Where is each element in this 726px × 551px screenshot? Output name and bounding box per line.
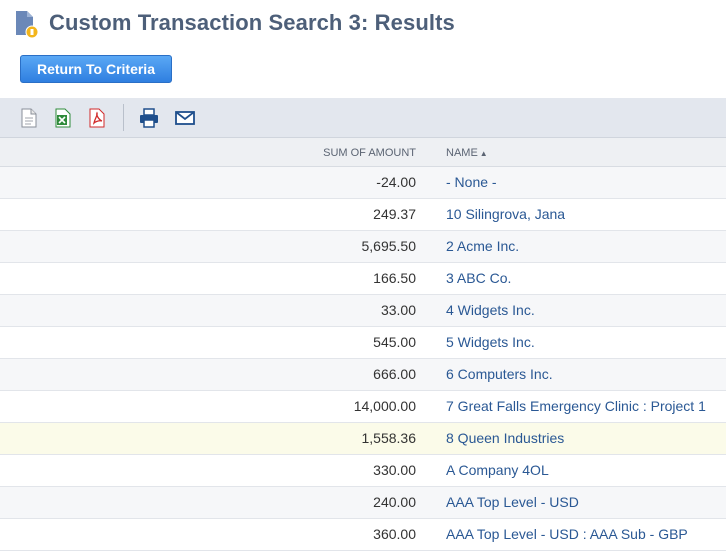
- amount-cell: 166.50: [373, 270, 416, 286]
- table-row: 330.00 A Company 4OL: [0, 455, 726, 487]
- table-row: 545.00 5 Widgets Inc.: [0, 327, 726, 359]
- name-link[interactable]: A Company 4OL: [446, 462, 549, 478]
- export-toolbar: [0, 98, 726, 138]
- amount-cell: 5,695.50: [361, 238, 417, 254]
- column-header-sum-of-amount[interactable]: SUM OF AMOUNT: [323, 147, 416, 159]
- name-link[interactable]: 8 Queen Industries: [446, 430, 565, 446]
- table-row: 666.00 6 Computers Inc.: [0, 359, 726, 391]
- export-csv-icon[interactable]: [18, 107, 40, 129]
- table-header: SUM OF AMOUNT NAME ▲: [0, 138, 726, 167]
- name-link[interactable]: 5 Widgets Inc.: [446, 334, 535, 350]
- saved-search-icon: [16, 11, 39, 39]
- amount-cell: 240.00: [373, 494, 416, 510]
- print-icon[interactable]: [138, 107, 160, 129]
- name-link[interactable]: 6 Computers Inc.: [446, 366, 553, 382]
- amount-cell: 545.00: [373, 334, 416, 350]
- amount-cell: -24.00: [376, 174, 416, 190]
- sort-ascending-icon: ▲: [479, 149, 488, 158]
- name-link[interactable]: 10 Silingrova, Jana: [446, 206, 566, 222]
- amount-cell: 360.00: [373, 526, 416, 542]
- amount-cell: 249.37: [373, 206, 416, 222]
- amount-cell: 1,558.36: [361, 430, 417, 446]
- table-row: 14,000.00 7 Great Falls Emergency Clinic …: [0, 391, 726, 423]
- table-row: 249.37 10 Silingrova, Jana: [0, 199, 726, 231]
- results-table: SUM OF AMOUNT NAME ▲ -24.00 - None - 249.37…: [0, 138, 726, 551]
- export-pdf-icon[interactable]: [86, 107, 108, 129]
- name-link[interactable]: 3 ABC Co.: [446, 270, 512, 286]
- export-excel-icon[interactable]: [52, 107, 74, 129]
- table-row: 166.50 3 ABC Co.: [0, 263, 726, 295]
- page-header: Custom Transaction Search 3: Results: [0, 0, 726, 48]
- table-body: -24.00 - None - 249.37 10 Silingrova, Jana 5…: [0, 167, 726, 551]
- table-row: 240.00 AAA Top Level - USD: [0, 487, 726, 519]
- amount-cell: 33.00: [380, 302, 416, 318]
- name-link[interactable]: 4 Widgets Inc.: [446, 302, 535, 318]
- name-link[interactable]: AAA Top Level - USD : AAA Sub - GBP: [446, 526, 688, 542]
- name-link[interactable]: - None -: [446, 174, 497, 190]
- email-icon[interactable]: [174, 107, 196, 129]
- table-row: 1,558.36 8 Queen Industries: [0, 423, 726, 455]
- name-link[interactable]: AAA Top Level - USD: [446, 494, 579, 510]
- table-row: 5,695.50 2 Acme Inc.: [0, 231, 726, 263]
- table-row: 33.00 4 Widgets Inc.: [0, 295, 726, 327]
- table-row: 360.00 AAA Top Level - USD : AAA Sub - GB…: [0, 519, 726, 551]
- toolbar-divider: [123, 104, 124, 131]
- page-title: Custom Transaction Search 3: Results: [49, 10, 455, 35]
- name-link[interactable]: 7 Great Falls Emergency Clinic : Project…: [446, 398, 706, 414]
- action-bar: Return To Criteria: [0, 48, 726, 98]
- column-header-name[interactable]: NAME ▲: [446, 147, 488, 159]
- amount-cell: 330.00: [373, 462, 416, 478]
- table-row: -24.00 - None -: [0, 167, 726, 199]
- amount-cell: 666.00: [373, 366, 416, 382]
- return-to-criteria-button[interactable]: Return To Criteria: [20, 55, 172, 83]
- name-link[interactable]: 2 Acme Inc.: [446, 238, 520, 254]
- amount-cell: 14,000.00: [353, 398, 416, 414]
